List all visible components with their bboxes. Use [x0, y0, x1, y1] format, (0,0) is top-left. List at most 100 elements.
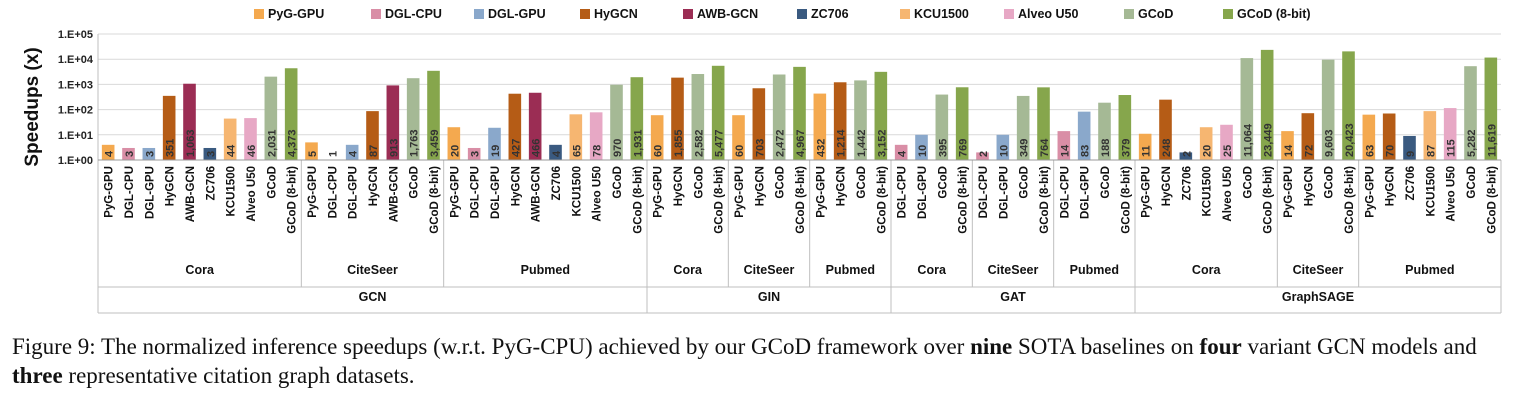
bar-value-label: 1,855 — [673, 129, 685, 157]
bar-dgl-gpu — [996, 134, 1010, 160]
x-tick-label: HyGCN — [368, 166, 380, 206]
bar-pyg-gpu — [305, 142, 318, 160]
bar-value-label: 44 — [226, 144, 238, 157]
y-tick-label: 1.E+02 — [58, 105, 93, 117]
dataset-label: Cora — [185, 263, 215, 277]
bar-value-label: 248 — [1161, 139, 1173, 157]
bar-value-label: 769 — [958, 139, 970, 157]
legend-entry: HyGCN — [594, 7, 638, 21]
caption-bold-nine: nine — [970, 334, 1013, 359]
bar-value-label: 11 — [1141, 145, 1153, 157]
x-tick-label: DGL-GPU — [490, 166, 502, 219]
bar-pyg-gpu — [101, 144, 115, 160]
bar-value-label: 11,619 — [1486, 124, 1498, 157]
bar-value-label: 3 — [144, 151, 156, 157]
caption-mid-1: SOTA baselines on — [1012, 334, 1200, 359]
legend-entry: AWB-GCN — [697, 7, 758, 21]
x-tick-label: GCoD — [1242, 166, 1254, 199]
bar-gcod-8-bit- — [1037, 87, 1050, 160]
bar-dgl-gpu — [915, 134, 928, 160]
bar-pyg-gpu — [1138, 133, 1152, 160]
x-tick-label: PyG-GPU — [815, 166, 827, 218]
bar-value-label: 78 — [592, 145, 604, 157]
bar-zc706 — [549, 144, 562, 160]
x-tick-label: KCU1500 — [1202, 166, 1214, 217]
bar-value-label: 427 — [510, 139, 522, 157]
y-tick-label: 1.E+00 — [58, 155, 93, 167]
bar-gcod — [935, 94, 949, 160]
x-tick-label: GCoD — [693, 166, 705, 199]
x-tick-label: GCoD (8-bit) — [1039, 166, 1051, 234]
x-tick-label: DGL-GPU — [998, 166, 1010, 219]
bar-value-label: 65 — [571, 145, 583, 157]
bar-value-label: 5 — [307, 151, 319, 157]
bar-hygcn — [752, 88, 766, 160]
x-tick-label: PyG-GPU — [104, 166, 116, 218]
bar-awb-gcn — [183, 83, 196, 160]
bar-value-label: 3 — [124, 151, 136, 157]
bar-value-label: 2,031 — [266, 129, 278, 157]
bar-kcu1500 — [1423, 111, 1437, 160]
bar-hygcn — [1301, 113, 1315, 160]
bar-gcod-8-bit- — [1342, 51, 1355, 160]
caption-bold-three: three — [12, 363, 63, 388]
x-tick-label: HyGCN — [510, 166, 522, 206]
x-tick-label: PyG-GPU — [653, 166, 665, 218]
x-tick-label: HyGCN — [836, 166, 848, 206]
x-tick-label: HyGCN — [754, 166, 766, 206]
bar-value-label: 1,763 — [409, 129, 421, 157]
legend-entry: ZC706 — [811, 7, 849, 21]
x-tick-label: ZC706 — [1405, 166, 1417, 201]
x-tick-label: KCU1500 — [226, 166, 238, 217]
x-tick-label: DGL-CPU — [1059, 166, 1071, 218]
bar-value-label: 970 — [612, 139, 624, 157]
bar-gcod-8-bit- — [427, 70, 440, 160]
dataset-label: Pubmed — [1070, 263, 1119, 277]
bar-value-label: 1,442 — [856, 129, 868, 157]
bar-value-label: 395 — [937, 139, 949, 157]
bar-dgl-cpu — [467, 147, 481, 160]
bar-gcod-8-bit- — [711, 65, 725, 160]
caption-suffix: representative citation graph datasets. — [62, 363, 415, 388]
bar-alveo-u50 — [589, 112, 603, 160]
bar-kcu1500 — [223, 118, 237, 160]
x-tick-label: GCoD (8-bit) — [429, 166, 441, 234]
bar-dgl-gpu — [1077, 111, 1091, 160]
bar-value-label: 87 — [1425, 145, 1437, 157]
bar-value-label: 19 — [490, 145, 502, 157]
caption-bold-four: four — [1199, 334, 1242, 359]
bar-value-label: 20 — [449, 145, 461, 157]
bar-dgl-gpu — [142, 147, 156, 160]
bar-gcod — [610, 84, 623, 160]
bar-kcu1500 — [1199, 127, 1213, 160]
legend-swatch — [683, 9, 693, 19]
bar-value-label: 5,477 — [714, 129, 726, 157]
bar-gcod — [691, 74, 705, 160]
x-tick-label: GCoD — [1019, 166, 1031, 199]
x-tick-label: PyG-GPU — [734, 166, 746, 218]
bar-dgl-gpu — [345, 144, 359, 160]
x-tick-label: GCoD (8-bit) — [1486, 166, 1498, 234]
bar-hygcn — [162, 95, 176, 160]
x-tick-label: AWB-GCN — [388, 166, 400, 222]
bar-alveo-u50 — [1220, 124, 1233, 160]
caption-mid-2: variant GCN models and — [1241, 334, 1477, 359]
bar-value-label: 466 — [531, 139, 543, 157]
x-tick-label: Alveo U50 — [1446, 166, 1458, 222]
bar-value-label: 9,603 — [1324, 129, 1336, 157]
bar-value-label: 349 — [1019, 139, 1031, 157]
legend-entry: GCoD (8-bit) — [1237, 7, 1311, 21]
legend-entry: DGL-CPU — [385, 7, 442, 21]
x-tick-label: GCoD (8-bit) — [1344, 166, 1356, 234]
bar-gcod — [264, 76, 278, 160]
bar-gcod — [1016, 95, 1030, 160]
dataset-label: Pubmed — [1405, 263, 1454, 277]
bar-zc706 — [1179, 152, 1193, 160]
legend-entry: KCU1500 — [914, 7, 969, 21]
legend-swatch — [254, 9, 264, 19]
bar-value-label: 3 — [205, 151, 217, 157]
legend-swatch — [1004, 9, 1014, 19]
bar-value-label: 20 — [1202, 145, 1214, 157]
x-tick-label: PyG-GPU — [449, 166, 461, 218]
x-tick-label: Alveo U50 — [1222, 166, 1234, 222]
